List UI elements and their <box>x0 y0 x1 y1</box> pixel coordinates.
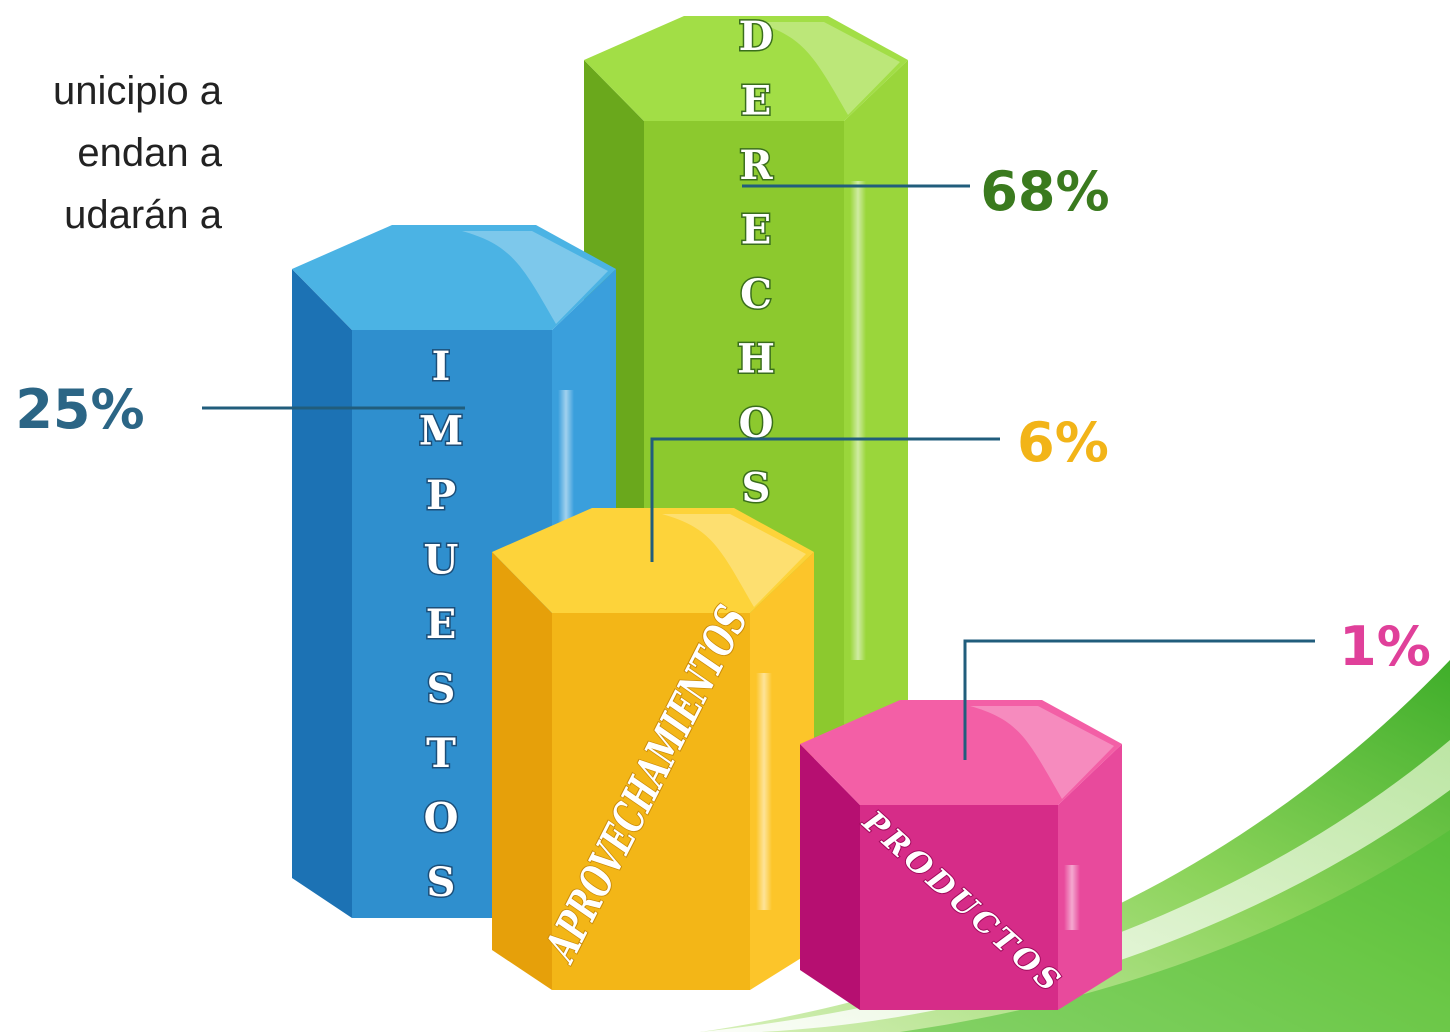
category-letter: S <box>427 859 456 906</box>
category-letter: P <box>426 472 456 519</box>
category-letter: S <box>742 465 771 512</box>
category-letter: C <box>740 271 772 318</box>
category-letter: U <box>424 537 459 584</box>
value-label-productos: 1% <box>1339 615 1431 678</box>
bar-productos: PRODUCTOS <box>800 700 1122 1010</box>
category-letter: D <box>739 13 774 60</box>
category-letter: O <box>424 795 459 842</box>
category-letter: E <box>741 207 772 254</box>
intro-line: unicipio a <box>52 69 222 113</box>
category-letter: S <box>427 666 456 713</box>
bar-aprovechamientos: APROVECHAMIENTOS <box>492 508 814 990</box>
category-letter: R <box>739 142 773 189</box>
category-letter: H <box>737 336 775 383</box>
category-letter: E <box>426 601 457 648</box>
leader-line-aprovechamientos <box>650 437 1000 562</box>
leader-line-productos <box>963 639 1315 760</box>
value-label-aprovechamientos: 6% <box>1017 411 1109 474</box>
intro-line: udarán a <box>64 193 222 237</box>
intro-line: endan a <box>77 131 222 175</box>
value-label-impuestos: 25% <box>15 378 144 441</box>
intro-text: unicipio a endan a udarán a <box>0 60 222 246</box>
category-letter: T <box>426 730 456 777</box>
category-letter: M <box>419 408 463 455</box>
category-letter: E <box>741 78 772 125</box>
category-letter: I <box>432 343 451 390</box>
value-label-derechos: 68% <box>980 160 1109 223</box>
